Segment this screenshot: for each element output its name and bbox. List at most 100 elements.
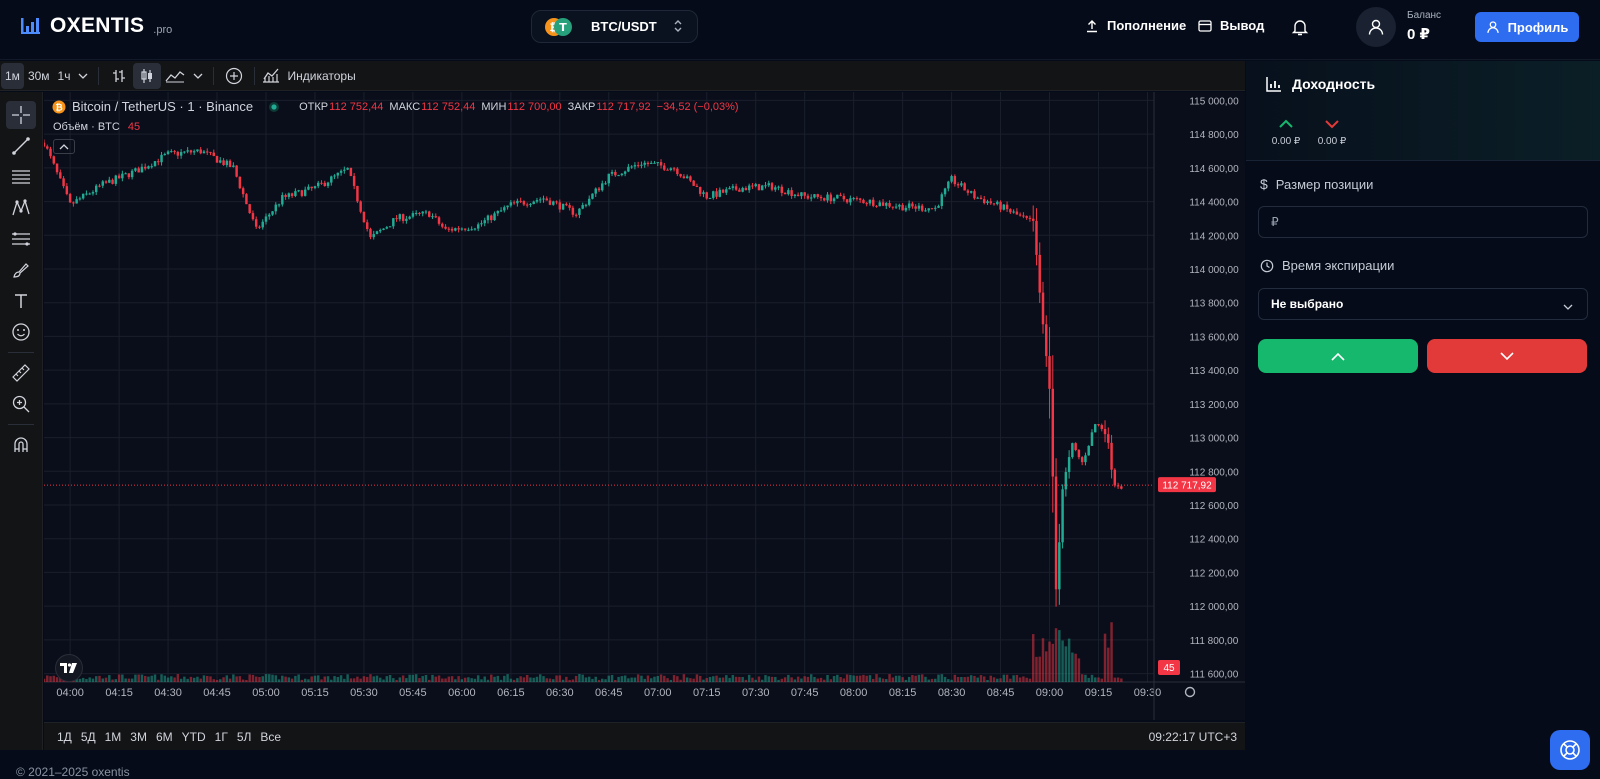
indicators-icon[interactable] xyxy=(261,63,281,89)
logo-sub: .pro xyxy=(153,24,173,36)
candle-body xyxy=(369,229,372,238)
candle-body xyxy=(248,204,251,214)
text-icon[interactable] xyxy=(6,287,36,315)
bar-chart-icon[interactable] xyxy=(105,63,133,89)
volume-bar xyxy=(206,675,209,682)
crosshair-icon[interactable] xyxy=(6,101,36,129)
volume-tag-label: 45 xyxy=(1163,663,1175,674)
volume-bar xyxy=(989,675,992,682)
candle-body xyxy=(281,195,284,205)
volume-bar xyxy=(258,677,261,682)
candle-body xyxy=(1045,324,1048,357)
candle-body xyxy=(702,192,705,194)
candle-body xyxy=(862,199,865,204)
range-1d[interactable]: 1Д xyxy=(57,729,72,744)
volume-bar xyxy=(751,677,754,682)
avatar[interactable] xyxy=(1356,7,1396,47)
range-6m[interactable]: 6М xyxy=(155,729,173,744)
volume-bar xyxy=(241,679,245,682)
low-value: 112 700,00 xyxy=(507,100,562,113)
chevron-down-icon[interactable] xyxy=(189,63,207,89)
volume-bar xyxy=(232,674,235,682)
zoom-icon[interactable] xyxy=(6,390,36,418)
volume-bar xyxy=(823,679,826,682)
candle-body xyxy=(558,202,562,210)
volume-bar xyxy=(728,677,731,682)
range-3m[interactable]: 3М xyxy=(130,729,147,744)
volume-bar xyxy=(519,676,522,682)
timeframe-1h[interactable]: 1ч xyxy=(57,68,71,83)
volume-bar xyxy=(512,679,516,682)
user-icon xyxy=(1368,19,1384,35)
volume-bar xyxy=(594,676,597,682)
candle-body xyxy=(323,182,326,186)
candle-body xyxy=(470,229,473,231)
tradingview-logo[interactable] xyxy=(55,654,83,682)
pair-selector[interactable]: ₿ T BTC/USDT xyxy=(531,10,698,43)
brush-icon[interactable] xyxy=(6,256,36,284)
candle-body xyxy=(653,162,656,164)
x-tick-label: 04:00 xyxy=(56,687,84,699)
candle-body xyxy=(219,160,222,163)
chart-clock[interactable]: 09:22:17 UTC+3 xyxy=(1148,730,1237,744)
logo[interactable]: OXENTIS .pro xyxy=(20,14,172,38)
candle-body xyxy=(1077,450,1081,458)
range-1y[interactable]: 1Г xyxy=(214,729,228,744)
candlestick-chart[interactable]: 115 000,00 114 800,00 114 600,00 114 400,00… xyxy=(44,92,1245,720)
range-ytd[interactable]: YTD xyxy=(181,729,206,744)
candle-body xyxy=(718,189,722,197)
volume-bar xyxy=(666,678,669,682)
horizontal-lines-icon[interactable] xyxy=(6,163,36,191)
range-5d[interactable]: 5Д xyxy=(80,729,96,744)
volume-bar xyxy=(268,674,271,682)
emoji-icon[interactable] xyxy=(6,318,36,346)
x-tick-label: 05:15 xyxy=(301,687,329,699)
candle-body xyxy=(375,231,379,235)
candle-body xyxy=(685,176,689,179)
range-all[interactable]: Все xyxy=(260,729,282,744)
candle-body xyxy=(832,198,836,202)
expiry-select[interactable]: Не выбрано xyxy=(1258,288,1588,320)
volume-bar xyxy=(803,676,806,682)
range-1m[interactable]: 1М xyxy=(104,729,122,744)
deposit-button[interactable]: Пополнение xyxy=(1085,18,1186,33)
y-tick-label: 112 400,00 xyxy=(1189,535,1239,546)
candle-body xyxy=(232,165,235,167)
volume-bar xyxy=(656,675,659,682)
candle-body xyxy=(1054,476,1058,590)
range-5y[interactable]: 5Л xyxy=(236,729,252,744)
volume-bar xyxy=(604,679,607,682)
candles-icon[interactable] xyxy=(133,62,162,89)
profile-button[interactable]: Профиль xyxy=(1475,12,1579,42)
chevron-down-icon[interactable] xyxy=(74,63,92,89)
bell-icon[interactable] xyxy=(1291,17,1309,42)
candle-body xyxy=(359,201,362,212)
price-chart[interactable]: 115 000,00 114 800,00 114 600,00 114 400,00… xyxy=(44,92,1245,720)
indicators-button[interactable]: Индикаторы xyxy=(287,68,356,83)
trend-line-icon[interactable] xyxy=(6,132,36,160)
collapse-legend-button[interactable] xyxy=(53,139,75,154)
pattern-icon[interactable] xyxy=(6,194,36,222)
volume-bar xyxy=(379,677,382,682)
yield-title: Доходность xyxy=(1266,76,1375,92)
sell-down-button[interactable] xyxy=(1427,339,1587,373)
volume-bar xyxy=(552,679,555,682)
buy-up-button[interactable] xyxy=(1258,339,1418,373)
fib-icon[interactable] xyxy=(6,225,36,253)
timeframe-30m[interactable]: 30м xyxy=(27,68,50,83)
magnet-icon[interactable] xyxy=(6,431,36,459)
volume-bar xyxy=(166,677,170,682)
candle-body xyxy=(88,193,91,195)
candle-body xyxy=(761,185,764,191)
volume-bar xyxy=(460,679,464,682)
candle-body xyxy=(898,204,901,207)
support-button[interactable] xyxy=(1550,730,1590,770)
ruler-icon[interactable] xyxy=(6,359,36,387)
area-chart-icon[interactable] xyxy=(161,63,189,89)
add-compare-icon[interactable] xyxy=(220,63,248,89)
timeframe-1m[interactable]: 1м xyxy=(1,62,24,89)
withdraw-button[interactable]: Вывод xyxy=(1198,18,1264,33)
position-size-input[interactable]: ₽ xyxy=(1258,206,1588,238)
candle-body xyxy=(496,210,500,214)
volume-bar xyxy=(359,678,362,682)
